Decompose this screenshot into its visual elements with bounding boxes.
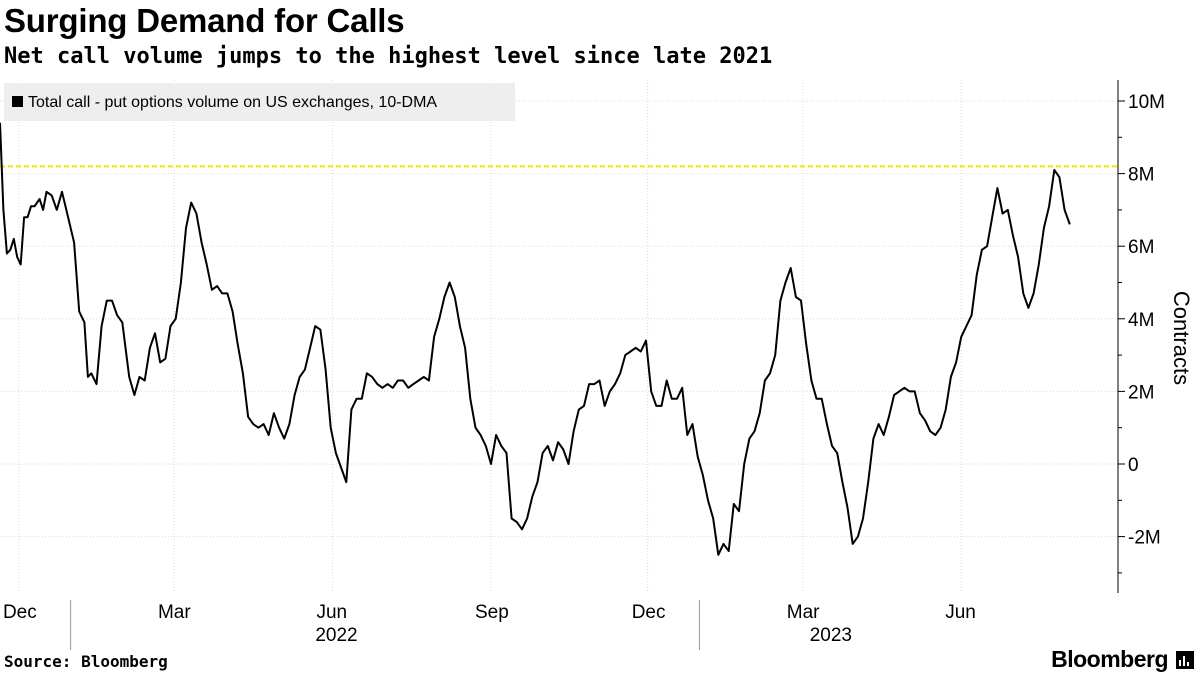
x-tick-label: Jun [945, 602, 976, 623]
y-tick-label: 10M [1128, 92, 1165, 113]
x-tick-label: Dec [3, 602, 37, 623]
chart-subtitle: Net call volume jumps to the highest lev… [4, 44, 773, 69]
x-tick-label: Sep [475, 602, 509, 623]
series-line [0, 122, 1071, 556]
bloomberg-bars-icon [1176, 651, 1194, 669]
legend-swatch [12, 96, 23, 107]
source-note: Source: Bloomberg [4, 652, 168, 671]
chart-title: Surging Demand for Calls [4, 2, 405, 39]
x-tick-label: Jun [316, 602, 347, 623]
legend-label: Total call - put options volume on US ex… [28, 94, 437, 111]
y-tick-label: 0 [1128, 455, 1139, 476]
x-tick-label: Mar [158, 602, 191, 623]
y-tick-label: 6M [1128, 237, 1154, 258]
y-axis-label: Contracts [1169, 291, 1194, 385]
x-year-label: 2022 [315, 625, 357, 646]
y-tick-label: 2M [1128, 382, 1154, 403]
y-tick-label: -2M [1128, 528, 1161, 549]
x-tick-label: Mar [787, 602, 820, 623]
x-year-label: 2023 [810, 625, 852, 646]
y-tick-label: 8M [1128, 165, 1154, 186]
x-tick-label: Dec [632, 602, 666, 623]
y-tick-label: 4M [1128, 310, 1154, 331]
legend-box [4, 83, 515, 121]
bloomberg-logo-text: Bloomberg [1051, 646, 1168, 672]
